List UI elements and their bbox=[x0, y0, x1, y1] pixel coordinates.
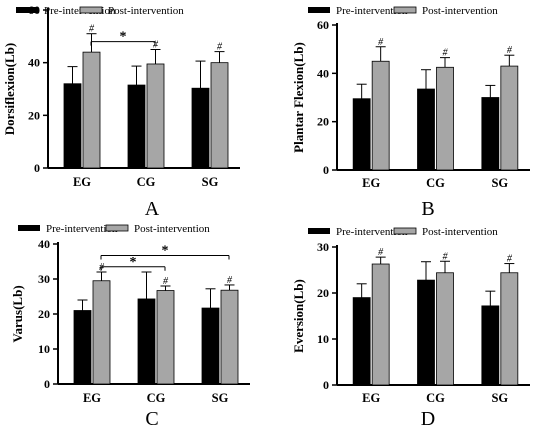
y-tick-label: 20 bbox=[38, 307, 50, 321]
y-tick-label: 60 bbox=[317, 18, 329, 32]
bar-post-cg bbox=[156, 290, 175, 385]
x-tick-label-eg: EG bbox=[73, 175, 91, 189]
legend-label-post: Post-intervention bbox=[134, 223, 210, 235]
legend-label-post: Post-intervention bbox=[422, 5, 498, 17]
panel-label: C bbox=[145, 408, 158, 430]
bar-pre-cg bbox=[137, 298, 156, 385]
y-tick-label: 30 bbox=[317, 240, 329, 254]
y-tick-label: 0 bbox=[34, 161, 40, 175]
significance-hash: # bbox=[443, 251, 449, 262]
x-tick-label-cg: CG bbox=[426, 176, 445, 190]
bar-pre-eg bbox=[352, 98, 371, 171]
bar-post-eg bbox=[371, 263, 390, 386]
bar-post-eg bbox=[82, 51, 101, 169]
bar-pre-cg bbox=[417, 279, 435, 386]
chart-panel-c: Pre-intervention Post-intervention 0 10 20 30… bbox=[10, 223, 250, 430]
y-tick-label: 40 bbox=[28, 56, 40, 70]
legend-swatch-post bbox=[79, 6, 103, 14]
bar-post-sg bbox=[220, 289, 239, 385]
x-tick-label-eg: EG bbox=[83, 391, 101, 405]
significance-star: * bbox=[162, 244, 169, 259]
bar-pre-eg bbox=[63, 83, 82, 169]
panel-label: D bbox=[421, 408, 435, 430]
legend-swatch-pre bbox=[18, 225, 40, 231]
bar-pre-sg bbox=[481, 305, 500, 386]
bar-post-eg bbox=[371, 60, 390, 171]
y-tick-label: 20 bbox=[317, 286, 329, 300]
bar-post-cg bbox=[436, 66, 454, 171]
legend-swatch-post bbox=[393, 6, 417, 14]
y-tick-label: 10 bbox=[317, 332, 329, 346]
x-tick-label-cg: CG bbox=[426, 391, 445, 405]
bar-post-sg bbox=[500, 65, 519, 171]
bar-post-cg bbox=[146, 63, 165, 169]
bar-pre-cg bbox=[127, 84, 146, 169]
bar-pre-sg bbox=[191, 87, 210, 169]
y-tick-label: 0 bbox=[44, 377, 50, 391]
bar-pre-sg bbox=[481, 97, 500, 171]
y-axis-label: Plantar Flexion(Lb) bbox=[291, 42, 306, 153]
y-tick-label: 40 bbox=[317, 66, 329, 80]
legend-swatch-pre bbox=[16, 7, 38, 13]
x-tick-label-cg: CG bbox=[137, 175, 156, 189]
significance-hash: # bbox=[378, 247, 384, 258]
legend-label-post: Post-intervention bbox=[422, 226, 498, 238]
bar-pre-eg bbox=[73, 310, 92, 385]
significance-hash: # bbox=[217, 42, 223, 53]
x-tick-label-sg: SG bbox=[491, 391, 508, 405]
bar-post-eg bbox=[92, 280, 111, 385]
y-tick-label: 20 bbox=[317, 115, 329, 129]
chart-panel-a: Pre-interventionPost-intervention0204060… bbox=[2, 3, 240, 220]
x-tick-label-sg: SG bbox=[491, 176, 508, 190]
chart-panel-d: Pre-intervention Post-intervention 0 10 20 30… bbox=[291, 226, 530, 430]
legend-swatch-post bbox=[105, 224, 129, 232]
y-tick-label: 40 bbox=[38, 237, 50, 251]
x-tick-label-sg: SG bbox=[212, 391, 229, 405]
significance-star: * bbox=[130, 255, 137, 270]
legend-swatch-pre bbox=[308, 228, 330, 234]
legend-label-pre: Pre-intervention bbox=[46, 223, 118, 235]
significance-hash: # bbox=[443, 48, 449, 59]
significance-star: * bbox=[120, 30, 127, 45]
panel-label: A bbox=[145, 198, 160, 220]
significance-hash: # bbox=[507, 45, 513, 56]
significance-hash: # bbox=[89, 24, 95, 35]
y-axis-label: Eversion(Lb) bbox=[291, 279, 306, 353]
bar-pre-eg bbox=[352, 297, 371, 386]
y-tick-label: 60 bbox=[28, 3, 40, 17]
legend-label-pre: Pre-intervention bbox=[336, 5, 408, 17]
legend-swatch-pre bbox=[308, 7, 330, 13]
significance-hash: # bbox=[227, 275, 233, 286]
significance-hash: # bbox=[507, 254, 513, 265]
y-tick-label: 0 bbox=[323, 378, 329, 392]
bar-post-sg bbox=[500, 272, 519, 386]
bar-post-sg bbox=[210, 62, 229, 169]
significance-hash: # bbox=[99, 262, 105, 273]
bar-post-cg bbox=[436, 272, 454, 386]
y-tick-label: 0 bbox=[323, 163, 329, 177]
y-tick-label: 30 bbox=[38, 272, 50, 286]
bar-pre-sg bbox=[201, 307, 220, 385]
legend-swatch-post bbox=[393, 227, 417, 235]
x-tick-label-eg: EG bbox=[362, 176, 380, 190]
y-tick-label: 20 bbox=[28, 108, 40, 122]
y-axis-label: Dorsiflexion(Lb) bbox=[2, 43, 17, 135]
significance-hash: # bbox=[163, 276, 169, 287]
chart-panel-b: Pre-intervention Post-intervention 0 20 40 60… bbox=[291, 5, 530, 220]
x-tick-label-eg: EG bbox=[362, 391, 380, 405]
bar-pre-cg bbox=[417, 88, 435, 171]
legend-label-post: Post-intervention bbox=[108, 5, 184, 17]
y-tick-label: 10 bbox=[38, 342, 50, 356]
significance-hash: # bbox=[153, 40, 159, 51]
significance-hash: # bbox=[378, 37, 384, 48]
panel-label: B bbox=[421, 198, 434, 220]
x-tick-label-sg: SG bbox=[202, 175, 219, 189]
x-tick-label-cg: CG bbox=[147, 391, 166, 405]
legend-label-pre: Pre-intervention bbox=[336, 226, 408, 238]
y-axis-label: Varus(Lb) bbox=[10, 285, 25, 342]
